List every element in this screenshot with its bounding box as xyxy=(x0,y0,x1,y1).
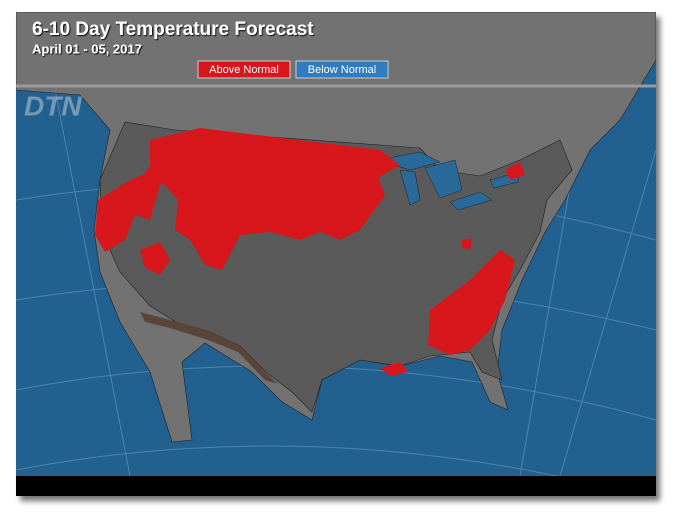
legend-swatch xyxy=(197,60,291,79)
legend-swatch xyxy=(295,60,389,79)
legend-label: Below Normal xyxy=(308,64,376,76)
subtitle: April 01 - 05, 2017 xyxy=(32,41,142,56)
map xyxy=(16,12,656,476)
legend: Above Normal Below Normal xyxy=(197,60,389,79)
legend-label: Above Normal xyxy=(209,64,279,76)
border-strip xyxy=(140,312,278,384)
logo: DTN xyxy=(24,90,82,121)
above-normal-areas xyxy=(95,128,525,376)
title: 6-10 Day Temperature Forecast xyxy=(32,19,314,40)
